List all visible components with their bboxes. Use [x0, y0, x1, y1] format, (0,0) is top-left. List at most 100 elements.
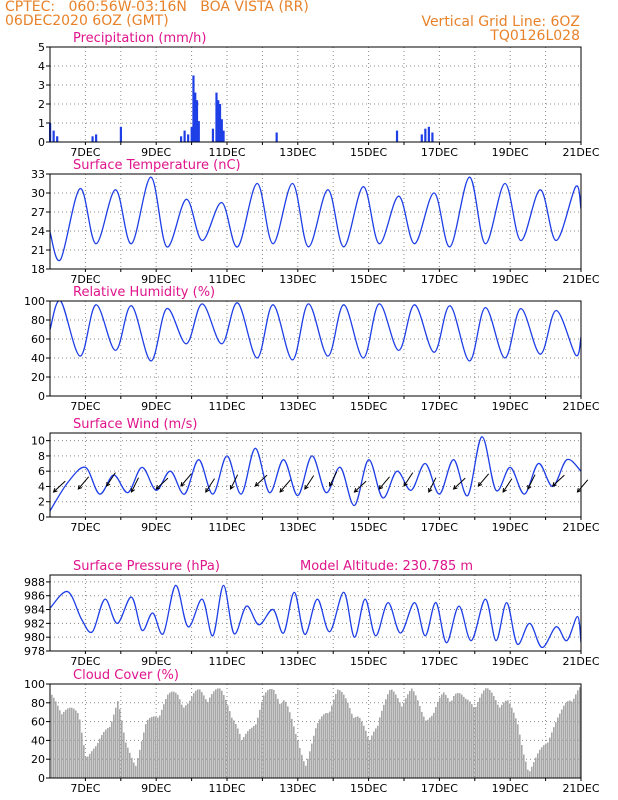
- cloud-column: [363, 725, 365, 778]
- cloud-column: [143, 732, 145, 778]
- wind-arrow-head: [106, 481, 111, 487]
- cloud-column: [193, 693, 195, 778]
- x-tick-label: 7DEC: [70, 655, 100, 668]
- cloud-column: [573, 698, 575, 778]
- cloud-column: [213, 691, 215, 778]
- cloud-column: [343, 694, 345, 778]
- cloud-column: [425, 720, 427, 778]
- x-tick-label: 13DEC: [279, 782, 316, 795]
- cloud-column: [381, 710, 383, 778]
- x-tick-label: 21DEC: [562, 146, 599, 159]
- x-tick-label: 11DEC: [208, 655, 245, 668]
- cloud-column: [389, 690, 391, 778]
- cloud-column: [73, 708, 75, 778]
- y-tick-label: 80: [31, 314, 45, 327]
- cloud-column: [507, 700, 509, 778]
- cloud-column: [183, 707, 185, 778]
- wind-arrow: [77, 476, 90, 490]
- cloud-column: [323, 714, 325, 778]
- precip-bar: [56, 136, 59, 142]
- cloud-column: [89, 753, 91, 778]
- precip-bar: [190, 126, 193, 142]
- x-tick-label: 9DEC: [141, 782, 171, 795]
- y-tick-label: 100: [24, 678, 45, 691]
- cloud-column: [383, 704, 385, 778]
- precip-bar: [420, 134, 423, 142]
- precip-bar: [195, 100, 199, 142]
- cloud-column: [87, 756, 89, 778]
- x-tick-label: 15DEC: [350, 146, 387, 159]
- cloud-column: [245, 733, 247, 778]
- x-tick-label: 15DEC: [350, 782, 387, 795]
- precip-bar: [431, 132, 434, 142]
- cloud-column: [449, 701, 451, 778]
- cloud-column: [337, 689, 339, 778]
- panel-6: 0 20 40 60 80 100 7DEC 9DEC 11DEC 13DEC 15DEC 17DEC…: [24, 668, 600, 795]
- cloud-column: [377, 725, 379, 778]
- y-tick-label: 33: [31, 168, 45, 181]
- precip-bar: [215, 92, 218, 142]
- cloud-column: [473, 707, 475, 778]
- cloud-column: [491, 692, 493, 778]
- wind-arrow-head: [378, 484, 384, 490]
- cloud-column: [101, 734, 103, 778]
- cloud-column: [401, 706, 403, 778]
- cloud-column: [529, 771, 531, 778]
- wind-arrow-head: [527, 484, 532, 490]
- wind-arrow: [230, 474, 239, 490]
- x-tick-label: 15DEC: [350, 400, 387, 413]
- wind-arrow: [577, 479, 589, 493]
- x-tick-label: 15DEC: [350, 273, 387, 286]
- panel-frame: [49, 683, 582, 779]
- cloud-column: [51, 694, 53, 778]
- precip-bar: [91, 136, 94, 142]
- cloud-column: [397, 698, 399, 778]
- cloud-column: [495, 700, 497, 778]
- cloud-column: [257, 717, 259, 778]
- panel-4: 0 2 4 6 8 10 7DEC 9DEC 11DEC 13DEC 15DEC 17DEC 19DEC…: [31, 417, 600, 534]
- cloud-column: [467, 699, 469, 778]
- x-tick-label: 9DEC: [141, 273, 171, 286]
- cloud-column: [387, 694, 389, 778]
- wind-arrow: [329, 471, 338, 487]
- wind-arrow-head: [452, 485, 458, 490]
- cloud-column: [567, 701, 569, 778]
- cloud-column: [471, 704, 473, 778]
- panel-frame: [49, 574, 582, 652]
- cloud-column: [241, 740, 243, 778]
- cloud-column: [93, 748, 95, 778]
- precip-bar: [194, 92, 197, 142]
- cloud-column: [431, 715, 433, 778]
- cloud-column: [345, 698, 347, 778]
- y-tick-label: 984: [24, 604, 45, 617]
- x-tick-label: 11DEC: [208, 273, 245, 286]
- x-tick-label: 19DEC: [492, 273, 529, 286]
- cloud-column: [453, 695, 455, 778]
- panel-title: Surface Wind (m/s): [73, 417, 197, 432]
- cloud-column: [165, 699, 167, 778]
- cloud-column: [519, 734, 521, 778]
- y-tick-label: 982: [24, 617, 45, 630]
- cloud-column: [385, 699, 387, 778]
- cloud-column: [373, 731, 375, 778]
- cloud-column: [533, 762, 535, 778]
- cloud-column: [225, 699, 227, 778]
- cloud-column: [129, 752, 131, 778]
- y-tick-label: 1: [38, 117, 45, 130]
- x-tick-label: 17DEC: [421, 655, 458, 668]
- cloud-column: [161, 709, 163, 778]
- cloud-column: [563, 705, 565, 778]
- cloud-column: [243, 737, 245, 778]
- cloud-column: [137, 758, 139, 778]
- cloud-column: [287, 706, 289, 778]
- cloud-column: [229, 711, 231, 778]
- cloud-column: [127, 747, 129, 778]
- cloud-column: [61, 714, 63, 778]
- cloud-column: [109, 726, 111, 778]
- cloud-column: [321, 716, 323, 778]
- y-tick-label: 100: [24, 295, 45, 308]
- cloud-column: [347, 702, 349, 778]
- x-tick-label: 13DEC: [279, 655, 316, 668]
- cloud-column: [523, 754, 525, 778]
- cloud-column: [189, 700, 191, 778]
